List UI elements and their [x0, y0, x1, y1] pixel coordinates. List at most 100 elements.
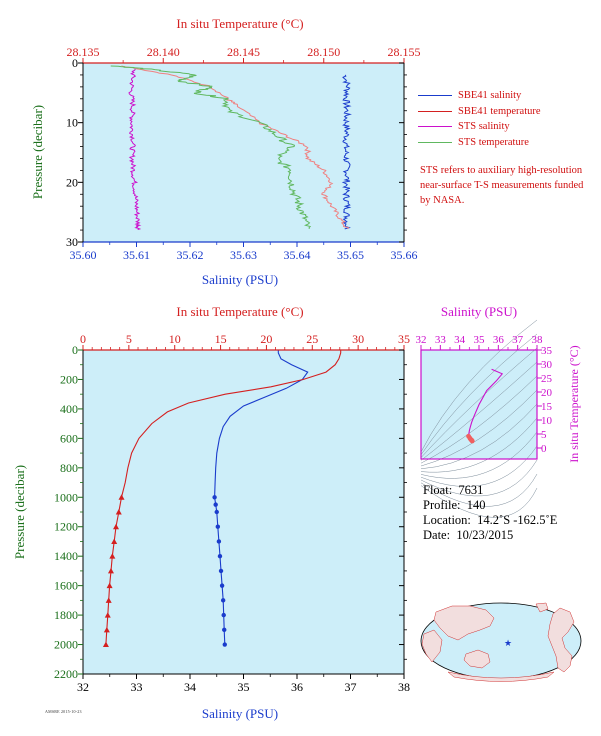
salinity-marker: [222, 627, 227, 633]
deep-x-temperature-tick-label: 15: [215, 332, 227, 346]
ts-top-axis-title: Salinity (PSU): [441, 304, 517, 319]
ts-marker: [469, 438, 475, 444]
deep-y-pressure-tick-label: 0: [72, 343, 78, 357]
float-label: Float:: [423, 483, 453, 497]
temperature-marker: [102, 641, 109, 648]
ts-y-temperature-tick-label: 25: [541, 373, 553, 385]
deep-plot-area: [83, 350, 404, 674]
legend-item-sts-temperature: STS temperature: [418, 135, 541, 151]
surface-plot-area: [83, 63, 404, 242]
location-map: ★: [420, 602, 582, 682]
surface-series-group: [110, 65, 352, 230]
deep-y-pressure-tick-label: 1400: [54, 549, 78, 563]
ts-y-temperature-tick-label: 10: [541, 415, 553, 427]
density-contour: [420, 347, 538, 458]
salinity-marker: [216, 539, 222, 544]
deep-left-axis-title: Pressure (decibar): [12, 465, 27, 559]
ts-x-salinity-tick-label: 33: [435, 334, 447, 346]
ts-y-temperature-tick-label: 35: [541, 345, 553, 357]
deep-series-group: [102, 350, 342, 648]
profile-label: Profile:: [423, 498, 461, 512]
salinity-marker: [219, 583, 225, 588]
salinity-marker: [222, 642, 227, 647]
density-contour: [420, 431, 538, 479]
ts-x-salinity-tick-label: 37: [512, 334, 524, 346]
profile-value: 140: [466, 498, 486, 512]
deep-x-temperature-tick-label: 30: [352, 332, 364, 346]
temperature-marker: [115, 509, 122, 515]
density-contour: [420, 389, 538, 467]
sts-note: STS refers to auxiliary high-resolution …: [420, 165, 584, 206]
deep-x-salinity-tick-label: 37: [345, 680, 357, 694]
surface-x-salinity-tick-label: 35.64: [284, 248, 311, 262]
surface-x-salinity-tick-label: 35.61: [123, 248, 150, 262]
density-contour: [420, 417, 538, 473]
location-value: 14.2˚S -162.5˚E: [477, 513, 558, 527]
deep-top-axis-title: In situ Temperature (°C): [176, 304, 303, 319]
deep-y-pressure-tick-label: 200: [60, 372, 78, 386]
deep-x-salinity-tick-label: 36: [291, 680, 303, 694]
map-land-antarctica: [447, 671, 555, 682]
ts-y-temperature-tick-label: 5: [541, 429, 547, 441]
deep-y-pressure-tick-label: 2000: [54, 638, 78, 652]
profile-row: Profile: 140: [423, 498, 557, 513]
ts-series-group: [466, 368, 504, 444]
ts-right-axis-title: In situ Temperature (°C): [567, 345, 581, 462]
surface-axis-ticks: 35.60 35.61 35.62 35.63 35.64 35.65 35.66 28.13…: [66, 45, 421, 262]
density-contour: [420, 361, 538, 461]
deep-y-pressure-tick-label: 600: [60, 431, 78, 445]
location-label: Location:: [423, 513, 471, 527]
location-row: Location: 14.2˚S -162.5˚E: [423, 513, 557, 528]
temperature-marker: [105, 597, 112, 603]
surface-x-salinity-tick-label: 35.65: [337, 248, 364, 262]
surface-x-temperature-tick-label: 28.135: [67, 45, 100, 59]
temperature-marker: [106, 582, 113, 589]
deep-x-temperature-tick-label: 35: [398, 332, 410, 346]
density-contour: [420, 333, 538, 455]
deep-axis-ticks: 32 33 34 35 36 37 38 0 5 10 15 20 25 30 35 0 200 400 600 80…: [54, 332, 410, 694]
deep-x-salinity-tick-label: 33: [131, 680, 143, 694]
legend-label: SBE41 salinity: [458, 90, 522, 101]
surface-y-pressure-tick-label: 30: [66, 235, 78, 249]
ts-x-salinity-tick-label: 38: [532, 334, 544, 346]
legend-item-sts-salinity: STS salinity: [418, 119, 541, 135]
temperature-marker: [103, 626, 110, 633]
float-value: 7631: [458, 483, 484, 497]
salinity-marker: [212, 495, 217, 500]
deep-y-pressure-tick-label: 1800: [54, 608, 78, 622]
deep-bottom-axis-title: Salinity (PSU): [202, 706, 278, 721]
deep-x-temperature-tick-label: 0: [80, 332, 86, 346]
footer-text: AMSRE 2015-10-23: [45, 709, 82, 714]
salinity-marker: [218, 568, 224, 574]
legend-swatch: [418, 110, 452, 112]
salinity-marker: [220, 598, 226, 603]
legend-label: STS salinity: [458, 121, 510, 132]
density-contour: [420, 473, 538, 507]
legend-item-sbe41-salinity: SBE41 salinity: [418, 88, 541, 104]
deep-x-salinity-tick-label: 34: [184, 680, 196, 694]
map-land-eurasia: [433, 605, 495, 641]
temperature-marker: [113, 523, 120, 530]
ts-y-temperature-tick-label: 30: [541, 359, 553, 371]
surface-series-line: [128, 68, 142, 230]
surface-x-salinity-tick-label: 35.66: [391, 248, 418, 262]
legend-swatch: [418, 141, 452, 143]
surface-top-axis-title: In situ Temperature (°C): [176, 16, 303, 31]
density-contour: [420, 403, 538, 470]
deep-profile-chart: 32 33 34 35 36 37 38 0 5 10 15 20 25 30 35 0 200 400 600 80…: [12, 304, 410, 721]
deep-y-pressure-tick-label: 2200: [54, 667, 78, 681]
ts-x-salinity-tick-label: 36: [493, 334, 505, 346]
temperature-marker: [107, 567, 114, 574]
temperature-marker: [104, 612, 111, 618]
salinity-marker: [217, 553, 223, 559]
salinity-marker: [215, 524, 221, 529]
surface-series-line: [110, 65, 312, 229]
deep-y-pressure-tick-label: 400: [60, 402, 78, 416]
temperature-marker: [118, 494, 125, 500]
ts-diagram: 32 33 34 35 36 37 38 0 5 10 15 20 25 30 35 Salinity (P…: [416, 304, 581, 518]
surface-profile-chart: 35.60 35.61 35.62 35.63 35.64 35.65 35.66 28.13…: [30, 16, 421, 287]
surface-x-temperature-tick-label: 28.140: [147, 45, 180, 59]
surface-series-line: [121, 65, 350, 230]
deep-series-line: [214, 350, 309, 645]
